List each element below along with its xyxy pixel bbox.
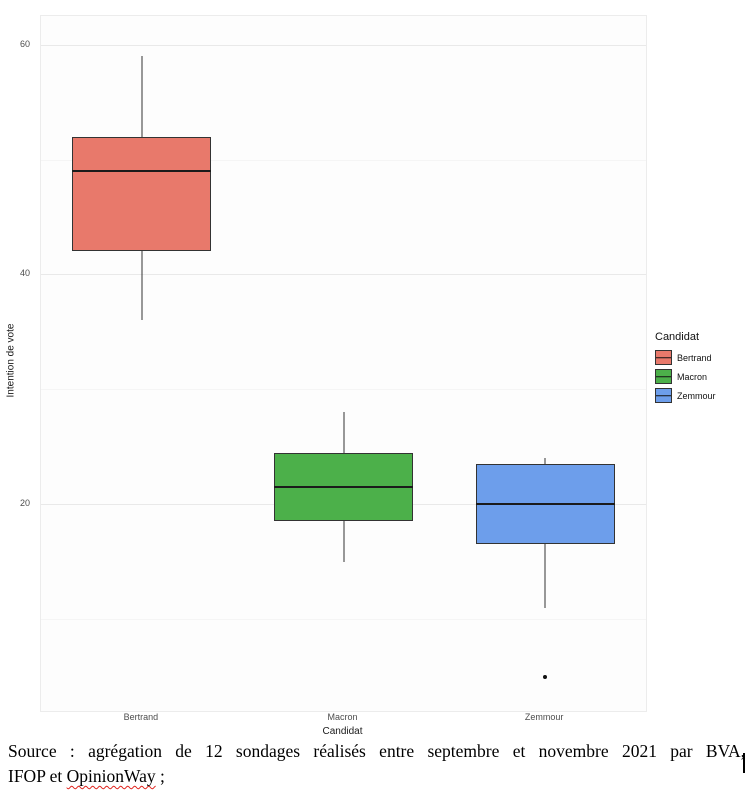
- caption-line-1: Source : agrégation de 12 sondages réali…: [8, 741, 745, 761]
- y-axis-ticks: 20 40 60: [0, 15, 34, 710]
- minor-gridline: [41, 619, 646, 621]
- legend-items: Bertrand Macron Zemmour: [655, 350, 751, 403]
- caption-line2-prefix: IFOP et: [8, 766, 67, 786]
- x-tick-label: Bertrand: [123, 712, 159, 722]
- legend-item: Zemmour: [655, 388, 751, 403]
- plot-panel: [40, 15, 647, 712]
- minor-gridline: [41, 159, 646, 161]
- boxplot-figure: Intention de vote 20 40 60 Bertrand Macron Z…: [0, 15, 751, 737]
- median-line: [72, 170, 212, 173]
- x-tick-label: Macron: [327, 712, 358, 722]
- x-tick-label: Zemmour: [524, 712, 564, 722]
- legend-title: Candidat: [655, 331, 700, 343]
- box-bertrand: [72, 136, 212, 252]
- boxplot-key-icon: [655, 388, 672, 403]
- legend-item-label: Zemmour: [677, 390, 716, 401]
- major-gridline: [41, 274, 646, 276]
- legend-item: Macron: [655, 369, 751, 384]
- y-tick-label: 20: [19, 498, 30, 509]
- boxplot-key-icon: [655, 350, 672, 365]
- misspelled-word: OpinionWay: [66, 766, 156, 786]
- legend-item: Bertrand: [655, 350, 751, 365]
- outlier-point: [543, 674, 548, 679]
- legend-median-line: [656, 394, 671, 397]
- text-cursor[interactable]: [743, 753, 745, 773]
- caption-line-2: IFOP et OpinionWay ;: [8, 764, 745, 789]
- minor-gridline: [41, 389, 646, 391]
- median-line: [475, 503, 615, 506]
- boxplot-key-icon: [655, 369, 672, 384]
- major-gridline: [41, 44, 646, 46]
- legend-median-line: [656, 375, 671, 378]
- x-axis-ticks: Bertrand Macron Zemmour: [40, 712, 645, 726]
- caption-line2-suffix: ;: [155, 766, 165, 786]
- y-tick-label: 40: [19, 268, 30, 279]
- legend: Candidat Bertrand Macron Zemmour: [655, 331, 751, 407]
- x-axis-title: Candidat: [322, 726, 363, 737]
- source-caption: Source : agrégation de 12 sondages réali…: [8, 739, 745, 789]
- legend-item-label: Macron: [677, 371, 708, 382]
- legend-median-line: [656, 356, 671, 359]
- legend-item-label: Bertrand: [677, 352, 712, 363]
- median-line: [273, 485, 414, 488]
- y-tick-label: 60: [19, 38, 30, 49]
